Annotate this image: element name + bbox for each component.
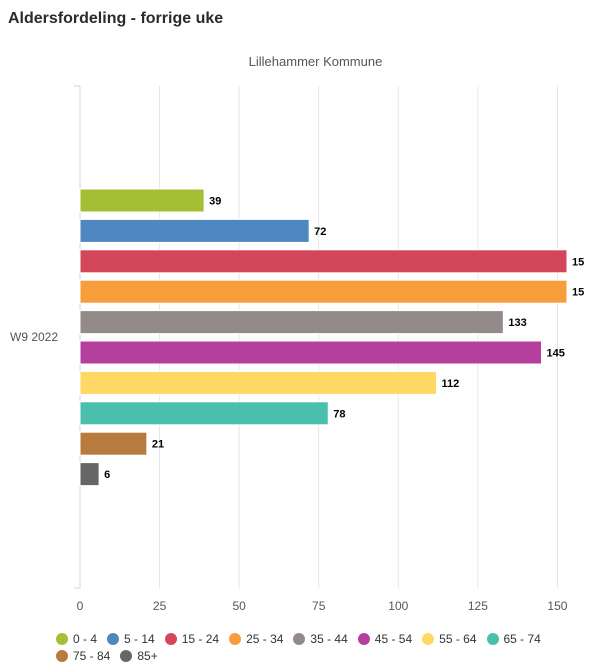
legend-swatch: [357, 633, 370, 645]
bar-chart: Lillehammer Kommune 0 25 50 75 100 125 150 W9 20…: [10, 54, 584, 613]
legend-swatch: [164, 633, 177, 645]
chart-legend: 0 - 4 5 - 14 15 - 24 25 - 34 35 - 44 45 - 54 5…: [56, 632, 590, 663]
card-title: Aldersfordeling - forrige uke: [8, 10, 224, 27]
data-label: 72: [314, 226, 326, 238]
bar-45-54: [79, 340, 543, 365]
legend-label: 5 - 14: [124, 632, 155, 646]
x-tick-label: 50: [232, 599, 246, 613]
legend-item[interactable]: 55 - 64: [422, 632, 477, 646]
bar-5-14: [79, 218, 310, 243]
data-label: 133: [508, 317, 526, 329]
x-tick-label: 125: [468, 599, 488, 613]
legend-label: 75 - 84: [73, 649, 111, 663]
legend-item[interactable]: 15 - 24: [164, 632, 220, 646]
bar-25-34: [79, 279, 568, 304]
data-label: 112: [441, 378, 459, 390]
legend-swatch: [56, 650, 68, 662]
legend-item[interactable]: 5 - 14: [107, 632, 155, 646]
legend-swatch: [293, 633, 306, 645]
data-label: 39: [209, 196, 221, 208]
legend-label: 85+: [137, 649, 158, 663]
data-label: 15: [572, 256, 584, 268]
legend-item[interactable]: 45 - 54: [357, 632, 413, 646]
legend-label: 35 - 44: [310, 632, 348, 646]
legend-label: 15 - 24: [181, 632, 220, 646]
data-label: 145: [547, 348, 565, 360]
legend-item[interactable]: 75 - 84: [56, 649, 110, 663]
legend-swatch: [229, 633, 242, 645]
legend-item[interactable]: 65 - 74: [486, 632, 541, 646]
legend-label: 25 - 34: [246, 632, 284, 646]
x-tick-label: 0: [77, 599, 84, 613]
legend-label: 0 - 4: [73, 632, 98, 646]
data-label: 78: [333, 408, 345, 420]
data-label: 15: [572, 287, 584, 299]
legend-label: 55 - 64: [439, 632, 477, 646]
bar-35-44: [79, 310, 504, 335]
legend-item[interactable]: 25 - 34: [229, 632, 283, 646]
x-tick-label: 100: [388, 599, 408, 613]
legend-label: 65 - 74: [503, 632, 541, 646]
y-category-label: W9 2022: [10, 330, 58, 344]
bar-15-24: [79, 249, 568, 274]
bar-55-64: [79, 370, 437, 395]
legend-swatch: [56, 633, 68, 645]
x-tick-label: 150: [547, 599, 567, 613]
x-tick-label: 25: [153, 599, 167, 613]
legend-swatch: [422, 633, 435, 645]
x-tick-label: 75: [312, 599, 326, 613]
legend-label: 45 - 54: [374, 632, 413, 646]
bar-65-74: [79, 401, 329, 426]
legend-swatch: [120, 650, 133, 662]
legend-item[interactable]: 35 - 44: [293, 632, 348, 646]
legend-item[interactable]: 85+: [120, 649, 158, 663]
data-label: 6: [104, 469, 110, 481]
legend-item[interactable]: 0 - 4: [56, 632, 97, 646]
bar-75-84: [79, 431, 148, 456]
data-label: 21: [152, 439, 164, 451]
bar-0-4: [79, 188, 205, 213]
legend-swatch: [107, 633, 120, 645]
legend-swatch: [486, 633, 499, 645]
bar-85+: [79, 462, 100, 487]
chart-subtitle: Lillehammer Kommune: [249, 54, 383, 69]
